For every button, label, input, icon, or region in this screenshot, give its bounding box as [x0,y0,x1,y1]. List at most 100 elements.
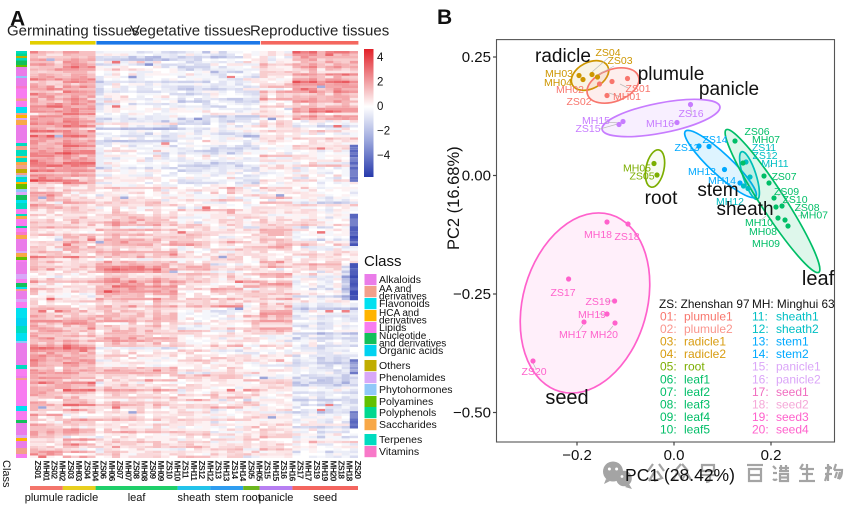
svg-text:MH13: MH13 [222,461,232,482]
svg-text:ZS19: ZS19 [585,296,610,308]
svg-text:Class: Class [364,253,402,270]
svg-text:−0.50: −0.50 [453,405,491,422]
svg-text:17:: 17: [752,385,769,399]
svg-text:ZS02: ZS02 [50,461,60,480]
svg-text:leaf: leaf [128,492,147,504]
svg-text:08:: 08: [660,397,677,411]
svg-text:ZS07: ZS07 [771,171,796,183]
svg-text:panicle: panicle [699,79,759,100]
svg-text:ZS06: ZS06 [744,126,769,138]
svg-text:07:: 07: [660,385,677,399]
svg-text:Others: Others [379,360,411,372]
svg-text:root: root [645,188,678,209]
svg-text:seed2: seed2 [776,397,809,411]
svg-text:seed4: seed4 [776,422,809,436]
svg-text:ZS17: ZS17 [296,461,306,480]
svg-text:MH17: MH17 [304,461,314,482]
svg-text:18:: 18: [752,397,769,411]
svg-text:ZS14: ZS14 [702,134,727,146]
svg-text:MH13: MH13 [688,166,716,178]
svg-text:−0.25: −0.25 [453,286,491,303]
svg-text:06:: 06: [660,372,677,386]
svg-text:10:: 10: [660,422,677,436]
svg-text:panicle1: panicle1 [776,360,821,374]
svg-text:Organic acids: Organic acids [379,345,443,357]
svg-text:MH10: MH10 [173,461,183,482]
svg-text:derivatives: derivatives [379,291,427,302]
svg-text:root: root [242,492,261,504]
svg-text:Reproductive tissues: Reproductive tissues [250,23,389,40]
svg-text:ZS09: ZS09 [774,186,799,198]
svg-text:seed1: seed1 [776,385,809,399]
svg-text:derivatives: derivatives [379,315,427,326]
svg-text:MH15: MH15 [582,115,610,127]
svg-text:stem: stem [697,180,738,201]
svg-text:MH09: MH09 [156,461,166,482]
svg-text:MH04: MH04 [544,77,572,89]
svg-text:Flavonoids: Flavonoids [379,298,430,310]
svg-text:ZS05: ZS05 [629,171,654,183]
svg-text:Germinating tissues: Germinating tissues [7,23,140,40]
svg-text:MH20: MH20 [328,461,338,482]
svg-text:ZS05: ZS05 [246,461,256,480]
svg-text:MH12: MH12 [205,461,215,482]
svg-text:−0.2: −0.2 [562,447,592,464]
svg-text:MH04: MH04 [91,461,101,482]
svg-text:ZS18: ZS18 [337,461,347,480]
svg-text:ZS: Zhenshan 97: ZS: Zhenshan 97 [659,297,750,311]
svg-text:20:: 20: [752,422,769,436]
svg-text:ZS16: ZS16 [678,108,703,120]
svg-text:03:: 03: [660,335,677,349]
svg-text:stem: stem [215,492,239,504]
svg-text:19:: 19: [752,410,769,424]
svg-text:sheath2: sheath2 [776,322,819,336]
svg-text:leaf4: leaf4 [684,410,710,424]
svg-text:MH02: MH02 [556,84,584,96]
svg-text:MH09: MH09 [752,238,780,250]
svg-text:ZS01: ZS01 [625,83,650,95]
svg-text:MH05: MH05 [623,163,651,175]
svg-text:B: B [437,6,452,29]
svg-text:MH02: MH02 [58,461,68,482]
svg-text:and derivatives: and derivatives [379,338,446,349]
svg-text:leaf2: leaf2 [684,385,710,399]
svg-text:MH01: MH01 [41,461,51,482]
svg-text:MH11: MH11 [761,158,788,170]
svg-text:stem2: stem2 [776,347,809,361]
svg-text:13:: 13: [752,335,769,349]
svg-text:0.2: 0.2 [761,447,782,464]
svg-text:ZS12: ZS12 [197,461,207,480]
svg-text:MH10: MH10 [745,217,773,229]
svg-text:16:: 16: [752,372,769,386]
svg-text:HCA and: HCA and [379,308,419,319]
svg-text:−4: −4 [377,150,391,162]
svg-text:02:: 02: [660,322,677,336]
svg-text:sheath1: sheath1 [776,310,819,324]
svg-text:MH01: MH01 [613,91,641,103]
svg-text:2: 2 [377,77,383,89]
svg-text:MH19: MH19 [578,309,606,321]
svg-text:PC2 (16.68%): PC2 (16.68%) [445,146,463,250]
svg-text:Terpenes: Terpenes [379,434,422,446]
svg-text:MH11: MH11 [189,461,199,482]
svg-text:0: 0 [377,101,383,113]
svg-text:ZS20: ZS20 [521,366,546,378]
svg-text:ZS11: ZS11 [752,142,776,154]
svg-text:MH03: MH03 [545,68,573,80]
svg-text:MH19: MH19 [320,461,330,482]
svg-text:ZS16: ZS16 [279,461,289,480]
svg-text:plumule1: plumule1 [684,310,733,324]
svg-text:seed: seed [313,492,337,504]
svg-text:sheath: sheath [177,492,210,504]
svg-text:sheath: sheath [716,199,773,220]
svg-text:ZS19: ZS19 [312,461,322,480]
svg-text:05:: 05: [660,360,677,374]
svg-text:leaf1: leaf1 [684,372,710,386]
svg-text:MH03: MH03 [74,461,84,482]
svg-text:MH18: MH18 [584,229,612,241]
svg-text:Vegetative tissues: Vegetative tissues [130,23,251,40]
svg-text:11:: 11: [752,310,768,324]
svg-text:ZS10: ZS10 [782,194,807,206]
svg-text:MH07: MH07 [123,461,133,482]
svg-text:09:: 09: [660,410,677,424]
